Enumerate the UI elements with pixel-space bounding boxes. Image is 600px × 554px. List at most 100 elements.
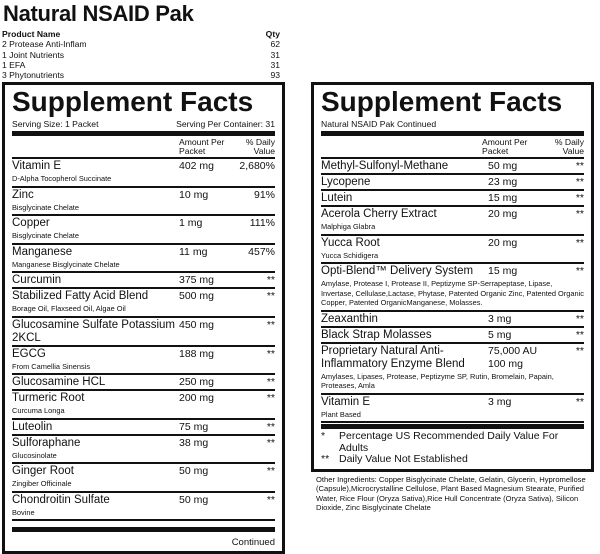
nutrient-source: Bisglycinate Chelate	[12, 202, 79, 212]
nutrient-daily-value: **	[266, 376, 275, 388]
nutrient-row: Lycopene 23 mg **	[321, 175, 584, 191]
nutrient-amount: 75 mg	[179, 420, 209, 433]
nutrient-row-main: Vitamin E 402 mg 2,680%	[12, 160, 275, 173]
nutrient-amount: 15 mg	[488, 265, 518, 277]
nutrient-row-main: Black Strap Molasses 5 mg **	[321, 329, 584, 342]
nutrient-source: Yucca Schidigera	[321, 250, 379, 260]
nutrient-row-main: Glucosamine Sulfate Potassium 2KCL 450 mg…	[12, 319, 275, 345]
nutrient-row-main: Stabilized Fatty Acid Blend 500 mg **	[12, 290, 275, 303]
nutrient-amount: 75,000 AU 100 mg	[488, 344, 538, 370]
supplement-facts-panel-right: Supplement Facts Natural NSAID Pak Conti…	[311, 82, 594, 472]
footnote: * Percentage US Recommended Daily Value F…	[321, 430, 584, 454]
nutrient-source: Bisglycinate Chelate	[12, 231, 79, 240]
nutrient-name: Lutein	[321, 192, 353, 204]
nutrient-daily-value: **	[575, 192, 584, 204]
product-row: 3 Phytonutrients 93	[2, 70, 280, 80]
product-qty: 31	[270, 59, 280, 70]
nutrient-row: Vitamin E 3 mg ** Plant Based	[321, 395, 584, 423]
nutrient-amount: 20 mg	[488, 208, 518, 220]
nutrient-daily-value: **	[575, 176, 584, 188]
product-name: 1 Joint Nutrients	[2, 49, 65, 60]
nutrient-amount: 23 mg	[488, 176, 518, 188]
nutrient-amount: 11 mg	[179, 245, 208, 258]
nutrient-daily-value: **	[266, 493, 275, 506]
nutrient-amount: 50 mg	[488, 160, 518, 172]
nutrient-row-main: Sulforaphane 38 mg **	[12, 437, 275, 450]
nutrient-row: Ginger Root 50 mg ** Zingiber Officinale	[12, 464, 275, 493]
divider	[12, 527, 275, 532]
nutrient-source: From Camellia Sinensis	[12, 361, 91, 371]
nutrient-daily-value: **	[575, 236, 584, 249]
nutrient-row-main: Proprietary Natural Anti-Inflammatory En…	[321, 345, 584, 371]
nutrient-amount: 188 mg	[179, 347, 215, 360]
nutrient-row: Vitamin E 402 mg 2,680% D-Alpha Tocopherol …	[12, 159, 275, 188]
nutrient-daily-value: **	[266, 392, 275, 404]
nutrient-name: Chondroitin Sulfate	[12, 493, 110, 506]
nutrient-row: Manganese 11 mg 457% Manganese Bisglycinate…	[12, 245, 275, 273]
nutrient-name: Acerola Cherry Extract	[321, 208, 437, 220]
nutrient-row-main: Lutein 15 mg **	[321, 192, 584, 205]
divider	[12, 131, 275, 136]
nutrient-name: Black Strap Molasses	[321, 328, 432, 341]
nutrient-row: Stabilized Fatty Acid Blend 500 mg ** Borag…	[12, 289, 275, 318]
qty-header: Qty	[265, 29, 280, 39]
nutrient-row: Yucca Root 20 mg ** Yucca Schidigera	[321, 236, 584, 264]
nutrient-name: Lycopene	[321, 176, 371, 188]
nutrient-source: Amylases, Lipases, Protease, Peptizyme S…	[321, 371, 554, 391]
nutrient-source: Zingiber Officinale	[12, 479, 72, 488]
nutrient-row-main: Turmeric Root 200 mg **	[12, 392, 275, 405]
nutrient-source: D-Alpha Tocopherol Succinate	[12, 174, 112, 183]
nutrient-row: Curcumin 375 mg **	[12, 273, 275, 289]
nutrient-amount: 3 mg	[488, 395, 512, 408]
nutrient-name: Proprietary Natural Anti-Inflammatory En…	[321, 344, 465, 370]
nutrient-daily-value: **	[575, 265, 584, 277]
footnote-mark: *	[321, 430, 326, 442]
nutrient-name: Opti-Blend™ Delivery System	[321, 265, 474, 277]
nutrient-row-main: Methyl-Sulfonyl-Methane 50 mg **	[321, 160, 584, 173]
nutrient-row: EGCG 188 mg ** From Camellia Sinensis	[12, 347, 275, 375]
supplement-facts-heading: Supplement Facts	[321, 86, 563, 117]
divider	[321, 424, 584, 429]
nutrient-row-main: Zeaxanthin 3 mg **	[321, 313, 584, 326]
nutrient-row: Turmeric Root 200 mg ** Curcuma Longa	[12, 391, 275, 420]
nutrient-name: Vitamin E	[321, 395, 371, 408]
nutrient-amount: 38 mg	[179, 436, 209, 449]
nutrient-source: Amylase, Protease I, Protease II, Peptiz…	[321, 279, 584, 307]
nutrient-row-main: Zinc 10 mg 91%	[12, 189, 275, 202]
nutrient-daily-value: **	[575, 312, 584, 325]
nutrient-daily-value: **	[266, 420, 275, 433]
nutrient-name: EGCG	[12, 347, 46, 360]
nutrient-amount: 3 mg	[488, 312, 512, 325]
nutrient-row: Black Strap Molasses 5 mg **	[321, 328, 584, 344]
nutrient-daily-value: **	[575, 328, 584, 341]
nutrient-daily-value: **	[266, 290, 275, 302]
column-header: Amount Per Packet % Daily Value	[321, 136, 584, 159]
nutrient-rows: Methyl-Sulfonyl-Methane 50 mg ** Lycopene 23…	[321, 159, 584, 423]
nutrient-amount: 50 mg	[179, 493, 209, 506]
nutrient-row-main: Curcumin 375 mg **	[12, 274, 275, 287]
product-row: 1 Joint Nutrients 31	[2, 50, 280, 60]
nutrient-row-main: Acerola Cherry Extract 20 mg **	[321, 208, 584, 221]
nutrient-amount: 450 mg	[179, 318, 215, 331]
nutrient-amount: 1 mg	[179, 217, 203, 229]
continued-label: Continued	[231, 537, 275, 548]
nutrient-row-main: EGCG 188 mg **	[12, 348, 275, 361]
daily-value-header: % Daily Value	[554, 137, 584, 156]
nutrient-row-main: Manganese 11 mg 457%	[12, 246, 275, 259]
nutrient-rows: Vitamin E 402 mg 2,680% D-Alpha Tocopherol …	[12, 159, 275, 521]
nutrient-row: Acerola Cherry Extract 20 mg ** Malphiga Gl…	[321, 207, 584, 236]
nutrient-row: Chondroitin Sulfate 50 mg ** Bovine	[12, 493, 275, 521]
footnote-text: Percentage US Recommended Daily Value Fo…	[339, 430, 559, 454]
nutrient-source: Malphiga Glabra	[321, 222, 376, 231]
nutrient-daily-value: 91%	[253, 188, 275, 201]
product-row: 2 Protease Anti-Inflam 62	[2, 39, 280, 49]
nutrient-row: Opti-Blend™ Delivery System 15 mg ** Amylas…	[321, 264, 584, 312]
nutrient-row-main: Vitamin E 3 mg **	[321, 396, 584, 409]
nutrient-name: Luteolin	[12, 420, 53, 433]
nutrient-name: Zeaxanthin	[321, 312, 378, 325]
nutrient-row-main: Luteolin 75 mg **	[12, 421, 275, 434]
product-qty: 31	[270, 49, 280, 60]
nutrient-daily-value: 111%	[249, 217, 275, 229]
nutrient-amount: 50 mg	[179, 465, 209, 477]
nutrient-daily-value: **	[266, 274, 275, 286]
